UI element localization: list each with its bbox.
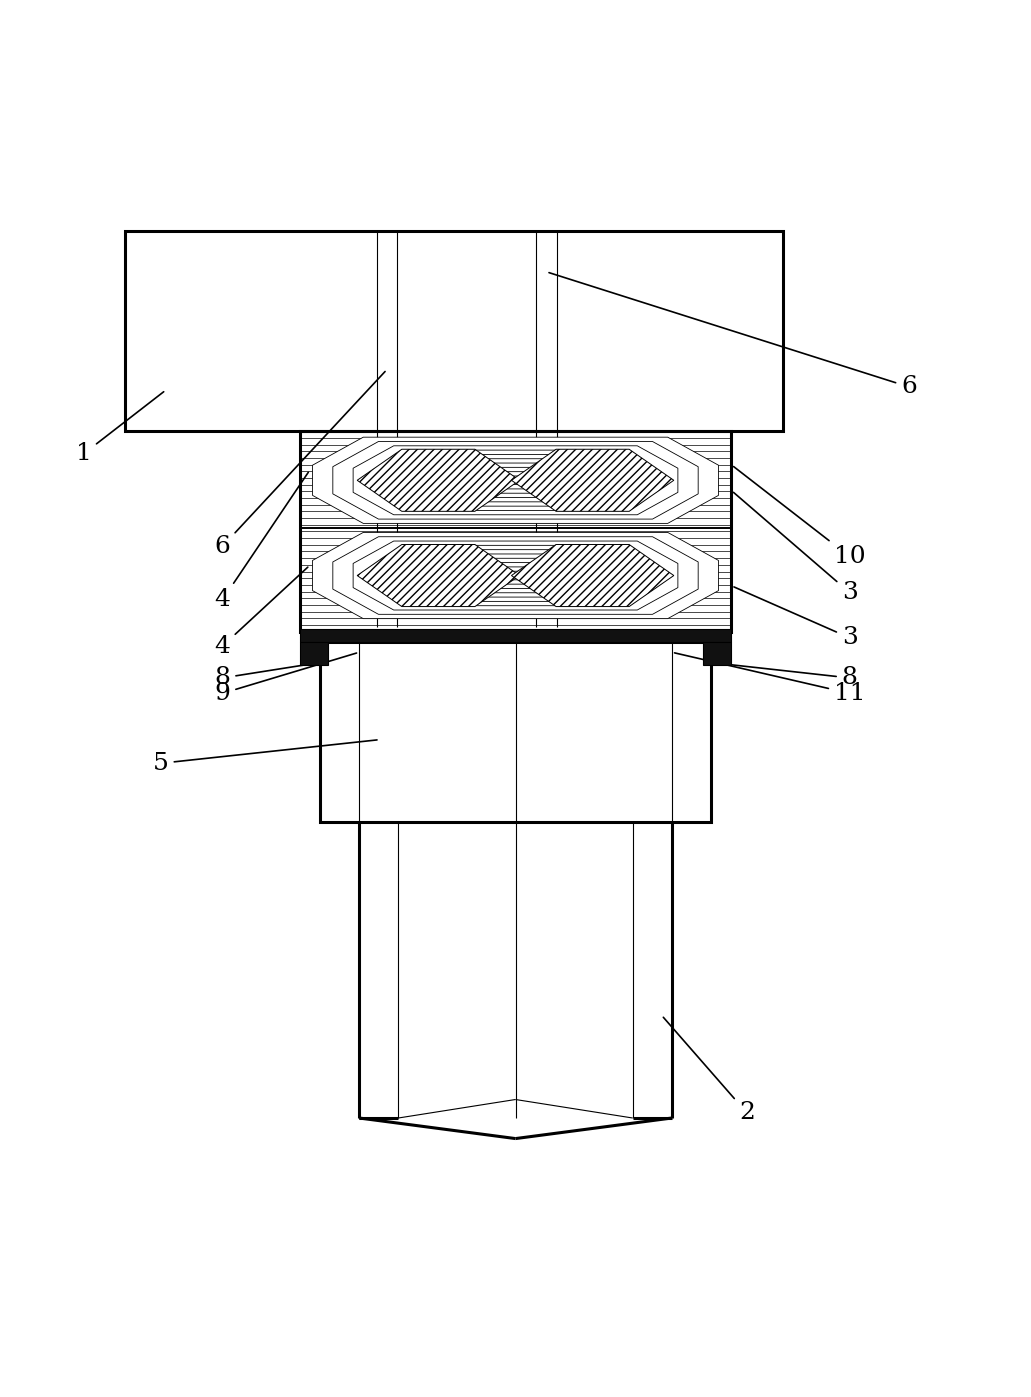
Text: 6: 6 [548, 272, 917, 398]
Text: 2: 2 [663, 1017, 755, 1125]
Polygon shape [455, 468, 576, 493]
Polygon shape [333, 441, 698, 520]
Polygon shape [312, 437, 719, 524]
Text: 9: 9 [214, 652, 357, 705]
Polygon shape [354, 446, 677, 514]
Text: 6: 6 [214, 372, 386, 557]
Polygon shape [475, 472, 556, 489]
Text: 4: 4 [214, 567, 308, 658]
Polygon shape [354, 541, 677, 610]
Polygon shape [434, 559, 597, 592]
Text: 11: 11 [674, 652, 865, 705]
Polygon shape [434, 462, 597, 497]
Polygon shape [333, 536, 698, 615]
Polygon shape [414, 555, 617, 597]
Polygon shape [357, 545, 520, 606]
Text: 3: 3 [733, 492, 858, 604]
Text: 1: 1 [75, 391, 164, 465]
Polygon shape [511, 450, 674, 511]
Polygon shape [414, 458, 617, 502]
Polygon shape [394, 454, 637, 506]
Bar [703, 643, 731, 665]
Polygon shape [475, 567, 556, 584]
Bar [300, 432, 731, 631]
Polygon shape [495, 571, 536, 580]
Text: 4: 4 [214, 472, 308, 612]
Polygon shape [455, 563, 576, 588]
Polygon shape [394, 549, 637, 601]
Bar [300, 643, 328, 665]
Polygon shape [373, 450, 658, 510]
Polygon shape [357, 450, 520, 511]
Text: 3: 3 [734, 587, 858, 650]
Bar [125, 231, 783, 432]
Text: 8: 8 [713, 662, 858, 690]
Polygon shape [511, 545, 674, 606]
Bar [321, 643, 710, 821]
Text: 8: 8 [214, 664, 318, 690]
Text: 10: 10 [734, 467, 865, 569]
Bar [300, 629, 731, 643]
Polygon shape [312, 532, 719, 619]
Polygon shape [495, 476, 536, 485]
Text: 5: 5 [153, 740, 377, 775]
Polygon shape [373, 545, 658, 606]
